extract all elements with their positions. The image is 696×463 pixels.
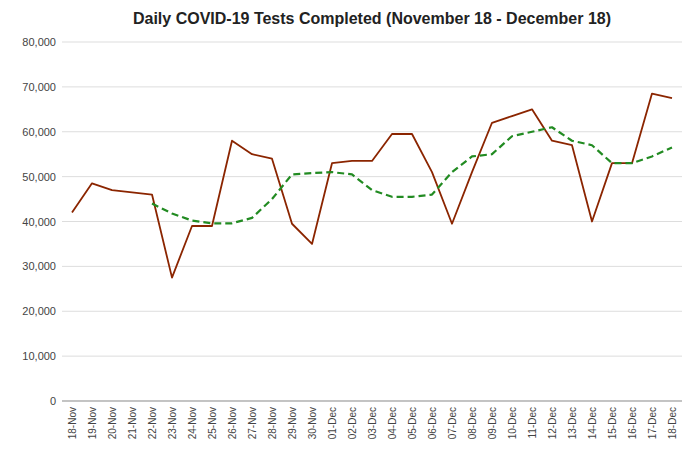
y-tick-label: 80,000: [22, 36, 56, 48]
x-tick-label: 22-Nov: [147, 407, 158, 439]
x-tick-label: 07-Dec: [447, 407, 458, 439]
x-tick-label: 05-Dec: [407, 407, 418, 439]
grid-line: [62, 266, 682, 267]
x-tick-label: 13-Dec: [567, 407, 578, 439]
plot-area: [72, 94, 672, 278]
x-tick-label: 14-Dec: [587, 407, 598, 439]
x-tick-label: 10-Dec: [507, 407, 518, 439]
x-tick-label: 09-Dec: [487, 407, 498, 439]
grid-line: [62, 86, 682, 87]
x-tick-label: 12-Dec: [547, 407, 558, 439]
x-axis: 18-Nov 19-Nov 20-Nov 21-Nov 22-Nov 23-Nov 24-N…: [67, 407, 678, 439]
x-tick-label: 26-Nov: [227, 407, 238, 439]
x-tick-label: 21-Nov: [127, 407, 138, 439]
series-line: [152, 127, 672, 223]
grid-line: [62, 131, 682, 132]
grid-line: [62, 221, 682, 222]
grid-line: [62, 311, 682, 312]
x-tick-label: 29-Nov: [287, 407, 298, 439]
x-tick-label: 15-Dec: [607, 407, 618, 439]
x-tick-label: 23-Nov: [167, 407, 178, 439]
title: Daily COVID-19 Tests Completed (November…: [133, 10, 611, 27]
grid-line: [62, 42, 682, 43]
x-tick-label: 11-Dec: [527, 407, 538, 439]
x-tick-label: 18-Nov: [67, 407, 78, 439]
x-tick-label: 06-Dec: [427, 407, 438, 439]
x-tick-label: 24-Nov: [187, 407, 198, 439]
grid-line: [62, 176, 682, 177]
x-tick-label: 18-Dec: [667, 407, 678, 439]
grid-line: [62, 401, 682, 402]
x-tick-label: 30-Nov: [307, 407, 318, 439]
x-tick-label: 01-Dec: [327, 407, 338, 439]
chart: Daily COVID-19 Tests Completed (November…: [0, 0, 696, 463]
x-tick-label: 16-Dec: [627, 407, 638, 439]
y-tick-label: 10,000: [22, 350, 56, 362]
y-tick-label: 0: [50, 395, 56, 407]
x-tick-label: 02-Dec: [347, 407, 358, 439]
x-tick-label: 19-Nov: [87, 407, 98, 439]
x-tick-label: 04-Dec: [387, 407, 398, 439]
grid-line: [62, 356, 682, 357]
y-tick-label: 30,000: [22, 260, 56, 272]
y-tick-label: 50,000: [22, 171, 56, 183]
y-axis: 0 10,000 20,000 30,000 40,000 50,000 60,000 70,…: [22, 36, 682, 407]
x-tick-label: 03-Dec: [367, 407, 378, 439]
x-tick-label: 28-Nov: [267, 407, 278, 439]
y-tick-label: 60,000: [22, 126, 56, 138]
x-tick-label: 08-Dec: [467, 407, 478, 439]
x-tick-label: 20-Nov: [107, 407, 118, 439]
x-tick-label: 25-Nov: [207, 407, 218, 439]
y-tick-label: 40,000: [22, 216, 56, 228]
x-axis-line: [62, 401, 682, 402]
series-line: [72, 94, 672, 278]
x-tick-label: 27-Nov: [247, 407, 258, 439]
y-tick-label: 70,000: [22, 81, 56, 93]
x-tick-label: 17-Dec: [647, 407, 658, 439]
y-tick-label: 20,000: [22, 305, 56, 317]
